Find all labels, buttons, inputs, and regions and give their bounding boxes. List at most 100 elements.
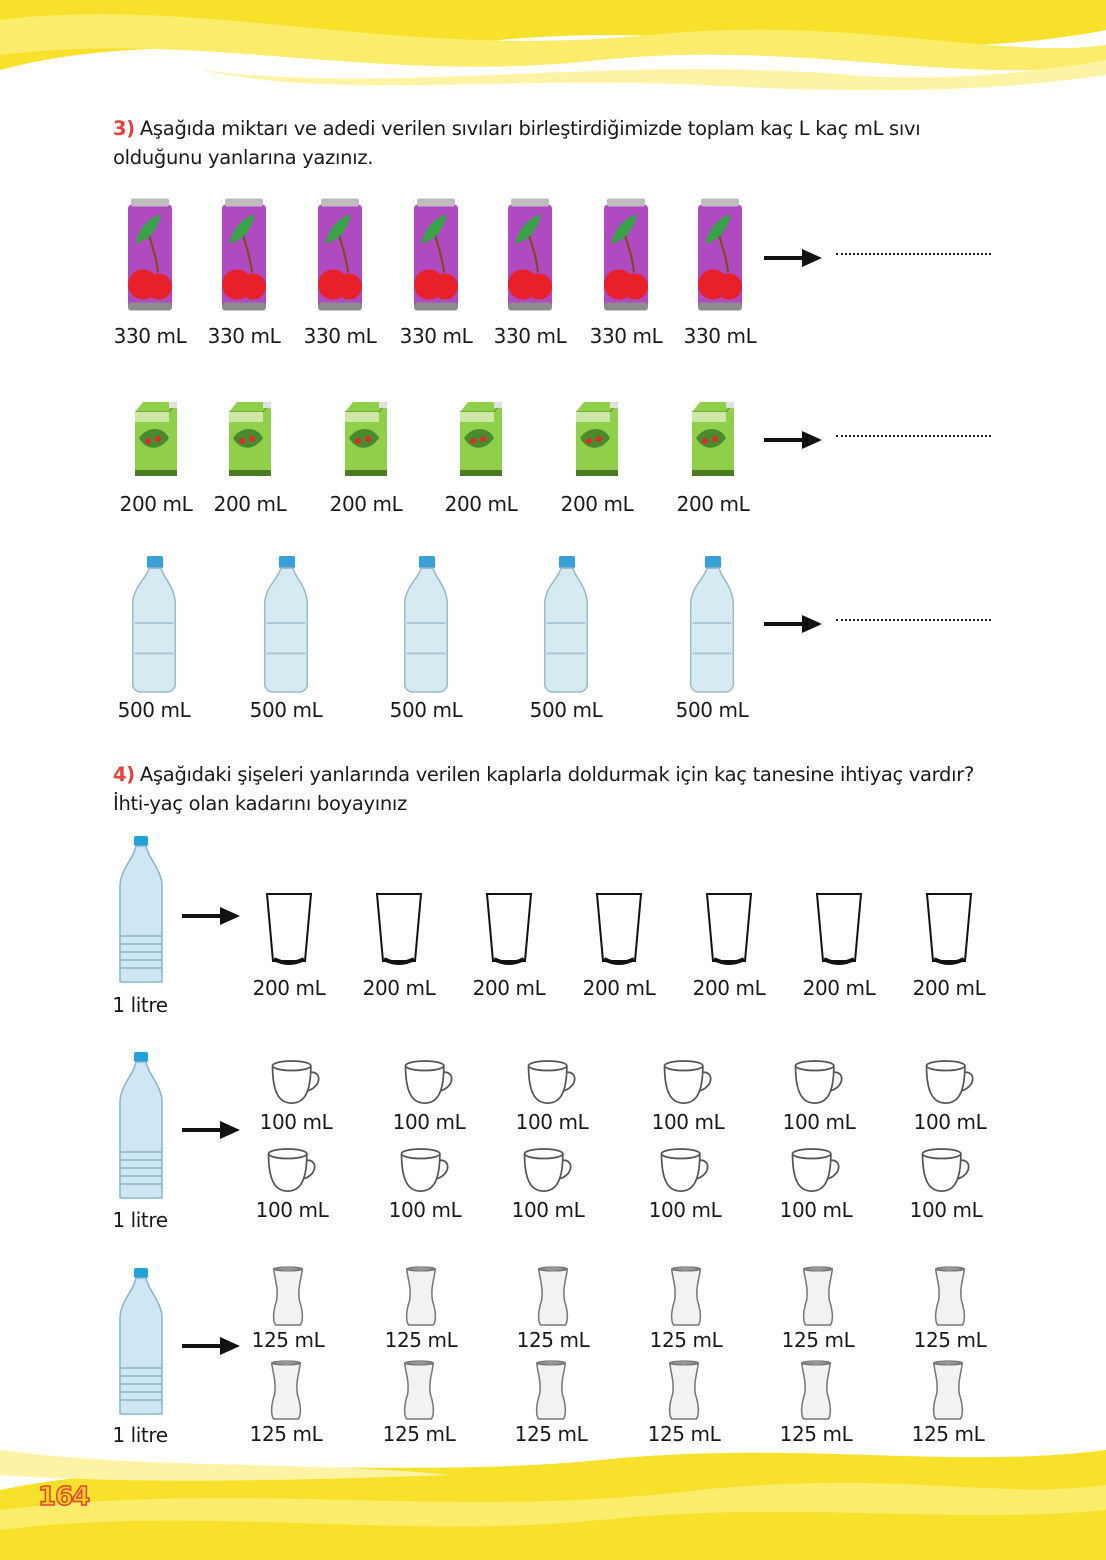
volume-label: 125 mL — [514, 1422, 588, 1446]
cherry-can-icon — [695, 197, 745, 319]
arrow-right-icon — [762, 429, 824, 455]
cup-icon[interactable] — [269, 1060, 323, 1110]
cup-icon[interactable] — [525, 1060, 579, 1110]
tea-glass-icon[interactable] — [532, 1360, 570, 1426]
question-4-text: 4) Aşağıdaki şişeleri yanlarında verilen … — [113, 760, 1003, 818]
glass-icon[interactable] — [594, 891, 644, 970]
tea-glass-icon[interactable] — [667, 1266, 705, 1332]
cup-icon[interactable] — [402, 1060, 456, 1110]
glass-icon[interactable] — [484, 891, 534, 970]
volume-label: 100 mL — [782, 1110, 856, 1134]
cup-icon[interactable] — [792, 1060, 846, 1110]
volume-label: 500 mL — [529, 698, 603, 722]
volume-label: 500 mL — [249, 698, 323, 722]
volume-label: 125 mL — [781, 1328, 855, 1352]
tea-glass-icon[interactable] — [799, 1266, 837, 1332]
volume-label: 125 mL — [249, 1422, 323, 1446]
glass-icon[interactable] — [374, 891, 424, 970]
volume-label: 125 mL — [911, 1422, 985, 1446]
glass-icon[interactable] — [924, 891, 974, 970]
volume-label: 100 mL — [648, 1198, 722, 1222]
water-bottle-1-litre-icon — [116, 1268, 166, 1422]
volume-label: 100 mL — [913, 1110, 987, 1134]
glass-icon[interactable] — [264, 891, 314, 970]
volume-label: 500 mL — [675, 698, 749, 722]
water-bottle-icon — [400, 556, 452, 697]
cherry-can-icon — [505, 197, 555, 319]
answer-blank[interactable] — [836, 253, 991, 255]
volume-label: 200 mL — [362, 976, 436, 1000]
cup-icon[interactable] — [398, 1148, 452, 1198]
arrow-right-icon — [180, 905, 242, 931]
tea-glass-icon[interactable] — [267, 1360, 305, 1426]
volume-label: 200 mL — [802, 976, 876, 1000]
volume-label: 100 mL — [651, 1110, 725, 1134]
volume-label: 500 mL — [389, 698, 463, 722]
volume-label: 100 mL — [388, 1198, 462, 1222]
volume-label: 125 mL — [779, 1422, 853, 1446]
arrow-right-icon — [762, 613, 824, 639]
volume-label: 125 mL — [382, 1422, 456, 1446]
water-bottle-icon — [686, 556, 738, 697]
tea-glass-icon[interactable] — [402, 1266, 440, 1332]
volume-label: 100 mL — [511, 1198, 585, 1222]
water-bottle-icon — [260, 556, 312, 697]
volume-label: 100 mL — [255, 1198, 329, 1222]
water-bottle-1-litre-icon — [116, 836, 166, 990]
volume-label: 200 mL — [329, 492, 403, 516]
water-bottle-icon — [128, 556, 180, 697]
volume-label: 125 mL — [649, 1328, 723, 1352]
cup-icon[interactable] — [919, 1148, 973, 1198]
volume-label: 200 mL — [912, 976, 986, 1000]
volume-label: 100 mL — [259, 1110, 333, 1134]
cup-icon[interactable] — [789, 1148, 843, 1198]
tea-glass-icon[interactable] — [269, 1266, 307, 1332]
cup-icon[interactable] — [661, 1060, 715, 1110]
volume-label: 330 mL — [113, 324, 187, 348]
tea-glass-icon[interactable] — [665, 1360, 703, 1426]
cup-icon[interactable] — [923, 1060, 977, 1110]
volume-label: 200 mL — [252, 976, 326, 1000]
bottom-decorative-band — [0, 1430, 1106, 1560]
volume-label: 500 mL — [117, 698, 191, 722]
volume-label: 330 mL — [303, 324, 377, 348]
tea-glass-icon[interactable] — [797, 1360, 835, 1426]
volume-label: 100 mL — [392, 1110, 466, 1134]
cherry-can-icon — [219, 197, 269, 319]
tea-glass-icon[interactable] — [400, 1360, 438, 1426]
tea-glass-icon[interactable] — [931, 1266, 969, 1332]
juice-box-icon — [131, 400, 181, 484]
glass-icon[interactable] — [704, 891, 754, 970]
arrow-right-icon — [180, 1335, 242, 1361]
volume-label: 200 mL — [676, 492, 750, 516]
page-number: 164 — [37, 1481, 91, 1513]
cherry-can-icon — [601, 197, 651, 319]
answer-blank[interactable] — [836, 435, 991, 437]
cup-icon[interactable] — [658, 1148, 712, 1198]
volume-label: 200 mL — [692, 976, 766, 1000]
juice-box-icon — [341, 400, 391, 484]
juice-box-icon — [456, 400, 506, 484]
cup-icon[interactable] — [265, 1148, 319, 1198]
cup-icon[interactable] — [521, 1148, 575, 1198]
bottle-volume-label: 1 litre — [112, 993, 168, 1017]
volume-label: 200 mL — [444, 492, 518, 516]
tea-glass-icon[interactable] — [534, 1266, 572, 1332]
juice-box-icon — [572, 400, 622, 484]
volume-label: 330 mL — [399, 324, 473, 348]
answer-blank[interactable] — [836, 619, 991, 621]
volume-label: 100 mL — [779, 1198, 853, 1222]
volume-label: 200 mL — [560, 492, 634, 516]
cherry-can-icon — [125, 197, 175, 319]
question-4-prompt: Aşağıdaki şişeleri yanlarında verilen ka… — [113, 763, 975, 815]
water-bottle-1-litre-icon — [116, 1052, 166, 1206]
volume-label: 330 mL — [207, 324, 281, 348]
bottle-volume-label: 1 litre — [112, 1208, 168, 1232]
water-bottle-icon — [540, 556, 592, 697]
bottle-volume-label: 1 litre — [112, 1423, 168, 1447]
volume-label: 125 mL — [647, 1422, 721, 1446]
tea-glass-icon[interactable] — [929, 1360, 967, 1426]
glass-icon[interactable] — [814, 891, 864, 970]
arrow-right-icon — [762, 247, 824, 273]
volume-label: 125 mL — [913, 1328, 987, 1352]
